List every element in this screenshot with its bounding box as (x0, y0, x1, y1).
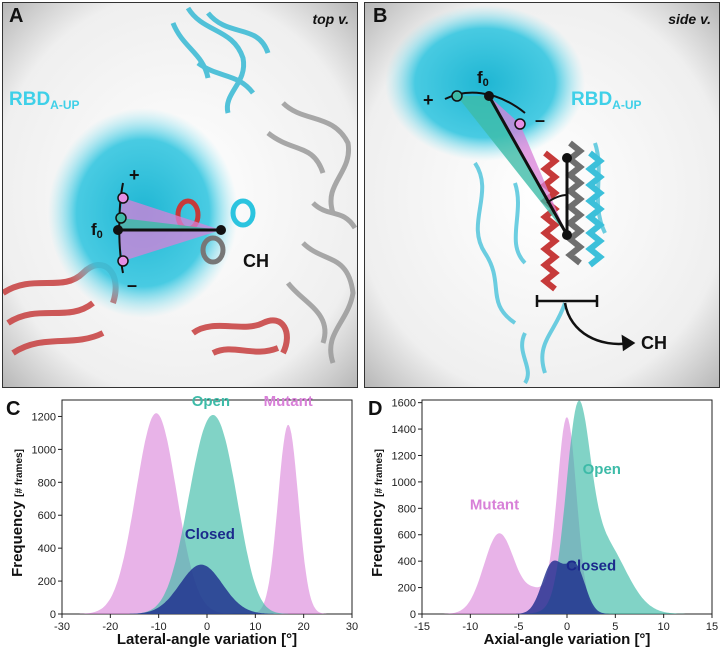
y-tick-label: 1600 (392, 398, 416, 410)
x-tick-label: -5 (514, 621, 524, 633)
y-tick-label: 400 (398, 556, 416, 568)
plus-sign: + (129, 165, 140, 185)
cyan-helix (585, 150, 605, 268)
y-tick-label: 800 (398, 503, 416, 515)
y-axis-label: Frequency [# frames] (9, 449, 26, 577)
mutant-wedge-minus (118, 230, 221, 261)
series-label-open: Open (583, 461, 621, 478)
plus-sign: + (423, 90, 434, 110)
panel-a-letter: A (9, 5, 24, 27)
x-tick-label: -10 (151, 621, 167, 633)
x-tick-label: 10 (249, 621, 261, 633)
rbd-label: RBDA-UP (571, 89, 642, 112)
y-tick-label: 200 (38, 576, 56, 588)
panel-a-render: + – f0 CH RBDA-UP (3, 3, 357, 387)
y-tick-label: 600 (38, 510, 56, 522)
panel-c-chart: -30 -20 -10 0 10 20 30 0 200 400 600 800 1000 1200 Lat… (0, 392, 360, 652)
series-label-closed: Closed (566, 557, 616, 574)
series-closed-area (62, 564, 352, 614)
y-tick-label: 1200 (392, 450, 416, 462)
axial-angle-histogram: -15 -10 -5 0 5 10 15 0 200 400 600 800 1000 1200 1400 1… (369, 398, 718, 648)
y-tick-label: 1400 (392, 424, 416, 436)
series-closed-area (422, 560, 712, 614)
ch-label: CH (641, 333, 667, 353)
open-wedge (118, 218, 221, 230)
red-helix (540, 150, 560, 292)
x-tick-label: 10 (658, 621, 670, 633)
series-open-area (422, 400, 712, 614)
x-tick-label: 20 (298, 621, 310, 633)
ch-bracket (535, 295, 636, 352)
grey-helix (565, 140, 585, 266)
panel-b-letter: B (373, 5, 388, 27)
ch-label: CH (243, 251, 269, 271)
cyan-protein-ribbons (170, 6, 271, 114)
series-open-area (62, 415, 352, 614)
x-tick-label: 0 (204, 621, 210, 633)
series-label-mutant: Mutant (470, 497, 519, 514)
y-tick-label: 1200 (32, 411, 56, 423)
minus-sign: – (127, 275, 137, 295)
y-tick-label: 400 (38, 543, 56, 555)
x-tick-label: 0 (564, 621, 570, 633)
panel-b-view-tag: side v. (668, 11, 711, 27)
panel-a-view-tag: top v. (312, 11, 349, 27)
series-label-open: Open (192, 393, 230, 410)
y-tick-label: 1000 (392, 477, 416, 489)
minus-sign: – (535, 110, 545, 130)
y-tick-label: 200 (398, 583, 416, 595)
f0-label: f0 (91, 220, 103, 241)
series-label-closed: Closed (185, 526, 235, 543)
panel-d-letter: D (368, 398, 383, 420)
panel-b-render: + – f0 RBDA-UP CH (365, 3, 719, 387)
panel-b-image: + – f0 RBDA-UP CH B side v. (364, 2, 720, 388)
x-tick-label: 30 (346, 621, 358, 633)
f0-label: f0 (477, 68, 489, 89)
x-tick-label: -20 (102, 621, 118, 633)
x-axis-label: Lateral-angle variation [°] (117, 631, 297, 648)
y-tick-label: 1000 (32, 444, 56, 456)
open-wedge (457, 96, 567, 235)
series-label-mutant: Mutant (264, 393, 313, 410)
grey-protein-ribbons (266, 101, 357, 364)
y-tick-label: 600 (398, 530, 416, 542)
y-tick-label: 0 (50, 609, 56, 621)
series-mutant-area (62, 413, 352, 614)
panel-d-chart: -15 -10 -5 0 5 10 15 0 200 400 600 800 1000 1200 1400 1… (360, 392, 720, 652)
panel-a-image: + – f0 CH RBDA-UP A top v. (2, 2, 358, 388)
x-tick-label: -15 (414, 621, 430, 633)
rbd-label: RBDA-UP (9, 89, 80, 112)
x-tick-label: 15 (706, 621, 718, 633)
y-tick-label: 800 (38, 477, 56, 489)
x-tick-label: -30 (54, 621, 70, 633)
x-tick-label: 5 (612, 621, 618, 633)
x-tick-label: -10 (462, 621, 478, 633)
panel-c-letter: C (6, 398, 21, 420)
lateral-angle-histogram: -30 -20 -10 0 10 20 30 0 200 400 600 800 1000 1200 Lat… (9, 393, 358, 648)
y-axis-label: Frequency [# frames] (369, 449, 386, 577)
y-tick-label: 0 (410, 609, 416, 621)
rbd-surface (385, 5, 585, 161)
x-axis-label: Axial-angle variation [°] (484, 631, 651, 648)
